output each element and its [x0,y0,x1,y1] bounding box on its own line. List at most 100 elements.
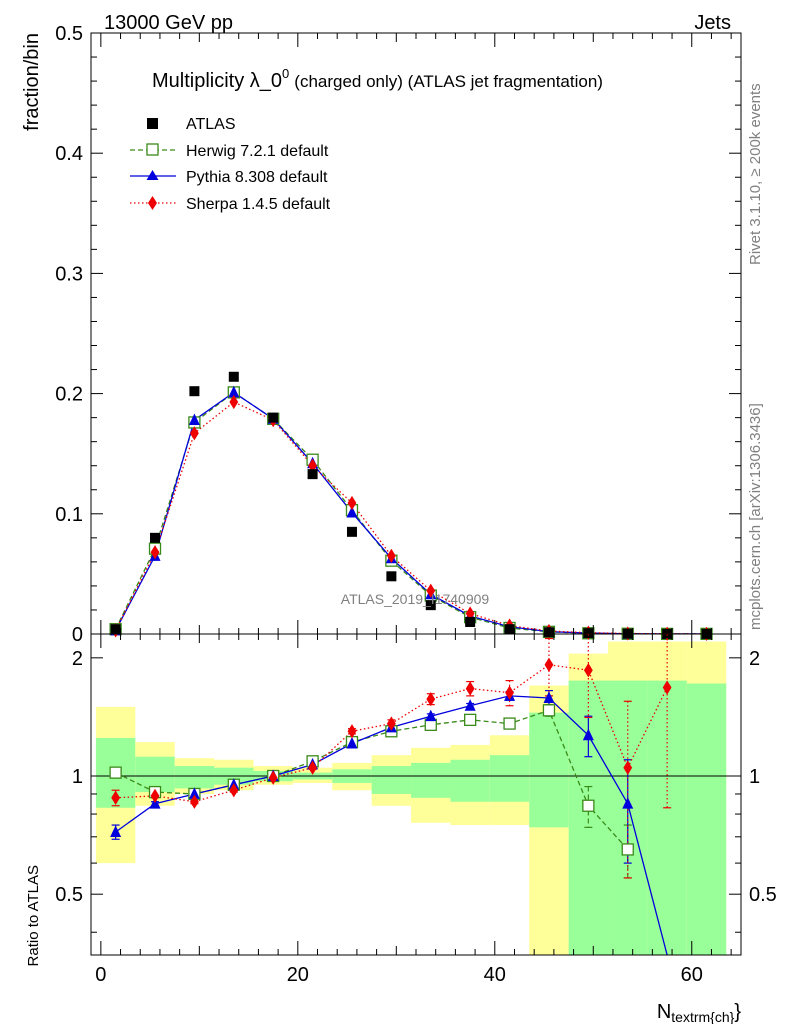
main-point-pythia [346,505,358,518]
legend-marker-herwig [146,143,159,156]
main-point-atlas [543,627,554,638]
legend-label-herwig: Herwig 7.2.1 default [186,143,329,160]
ratio-point-sherpa [505,685,514,700]
ratio-point-sherpa [583,663,593,678]
ratio-point-sherpa [111,790,121,805]
ratio-point-sherpa [308,760,317,775]
legend-marker-atlas [147,118,158,129]
ratio-point-herwig [621,843,634,856]
legend-label-atlas: ATLAS [186,116,236,133]
x-axis-title-sub: textrm{ch} [671,1009,734,1024]
main-point-atlas [150,532,161,543]
band-green-bin [371,766,412,794]
ratio-y-tick-label-right: 0.5 [749,884,777,906]
ratio-point-sherpa [465,681,475,696]
main-y-tick-label: 0.1 [55,504,83,526]
ratio-point-sherpa [150,788,160,804]
ratio-point-sherpa [426,691,436,707]
main-point-sherpa [426,583,436,598]
x-tick-label: 0 [95,964,106,986]
ratio-series [109,633,672,956]
ratio-y-tick-label-right: 2 [749,648,760,670]
process-label: Jets [694,12,731,34]
main-point-atlas [583,628,594,639]
main-point-atlas [110,624,121,635]
main-point-pythia [188,413,200,425]
ratio-point-herwig [109,766,122,779]
ratio-y-tick-label: 0.5 [55,884,83,906]
main-point-atlas [307,469,318,480]
x-axis-title: Ntextrm{ch}} [657,1001,741,1024]
main-point-sherpa [386,548,396,564]
title-rest: (charged only) (ATLAS jet fragmentation) [294,72,603,91]
main-point-atlas [425,600,436,611]
ratio-point-sherpa [623,760,633,775]
title-main: Multiplicity λ_0 [152,70,282,92]
band-green-bin [529,712,569,828]
ratio-point-herwig [582,799,595,812]
main-point-atlas [386,571,397,582]
main-point-atlas [504,624,515,635]
band-green-bin [450,759,490,802]
title-superscript: 0 [282,66,289,81]
main-point-atlas [268,412,279,423]
plot-title: Multiplicity λ_00 (charged only) (ATLAS j… [152,66,603,92]
x-tick-label: 60 [681,964,703,986]
main-point-atlas [189,386,200,397]
main-y-tick-label: 0.2 [55,384,83,406]
ratio-point-herwig [464,713,477,727]
legend-marker-pythia [146,170,159,180]
ratio-point-sherpa [190,794,199,809]
legend-label-sherpa: Sherpa 1.4.5 default [186,196,331,213]
x-tick-label: 40 [484,964,506,986]
ratio-point-pythia [464,699,476,711]
ratio-y-axis-title: Ratio to ATLAS [25,865,42,966]
axis-ticks: 0 0.1 0.2 0.3 0.4 0.5 0 20 40 60 0.5 0.5 1 1 2 2 [55,23,777,986]
ratio-point-pythia [425,709,437,722]
main-point-atlas [346,526,357,537]
rivet-version-label: Rivet 3.1.10, ≥ 200k events [747,83,764,265]
legend-marker-sherpa [148,196,157,210]
band-green-bin [686,683,727,955]
energy-label: 13000 GeV pp [104,12,233,34]
main-point-sherpa [150,545,160,560]
ratio-point-pythia [110,825,122,837]
ratio-point-pythia [582,728,594,741]
main-line-sherpa [115,401,707,635]
ratio-point-sherpa [268,770,278,785]
ratio-y-tick-label: 1 [72,766,83,788]
legend: ATLAS Herwig 7.2.1 default Pythia 8.308 … [130,116,331,213]
band-green-bin [174,766,215,789]
ratio-point-sherpa [544,657,554,672]
x-axis-title-brace: } [734,1001,741,1023]
ratio-point-sherpa [662,680,672,695]
main-point-sherpa [347,495,357,511]
ratio-point-sherpa [229,783,239,798]
ratio-point-pythia [346,736,358,749]
mcplots-credit-label: mcplots.cern.ch [arXiv:1306.3436] [747,403,764,630]
analysis-watermark: ATLAS_2019_I1740909 [341,591,490,607]
main-y-tick-label: 0.3 [55,263,83,285]
x-axis-title-main: N [657,1001,671,1023]
ratio-point-pythia [622,797,634,809]
legend-label-pythia: Pythia 8.308 default [186,169,328,186]
x-tick-label: 20 [287,964,309,986]
main-y-tick-label: 0 [72,624,83,646]
ratio-point-pythia [188,787,200,799]
band-green-bin [411,762,451,798]
main-y-tick-label: 0.4 [55,143,83,165]
ratio-y-tick-label: 2 [72,648,83,670]
main-point-pythia [228,385,240,398]
ratio-point-herwig [503,717,516,730]
band-green-bin [489,755,530,802]
ratio-point-herwig [542,704,556,717]
ratio-y-tick-label-right: 1 [749,766,760,788]
ratio-point-sherpa [386,716,396,731]
main-point-sherpa [190,426,199,441]
ratio-point-pythia [543,691,555,703]
y-axis-title: fraction/bin [21,33,43,131]
main-y-tick-label: 0.5 [55,23,83,45]
main-point-atlas [465,616,476,627]
main-point-atlas [228,371,239,382]
